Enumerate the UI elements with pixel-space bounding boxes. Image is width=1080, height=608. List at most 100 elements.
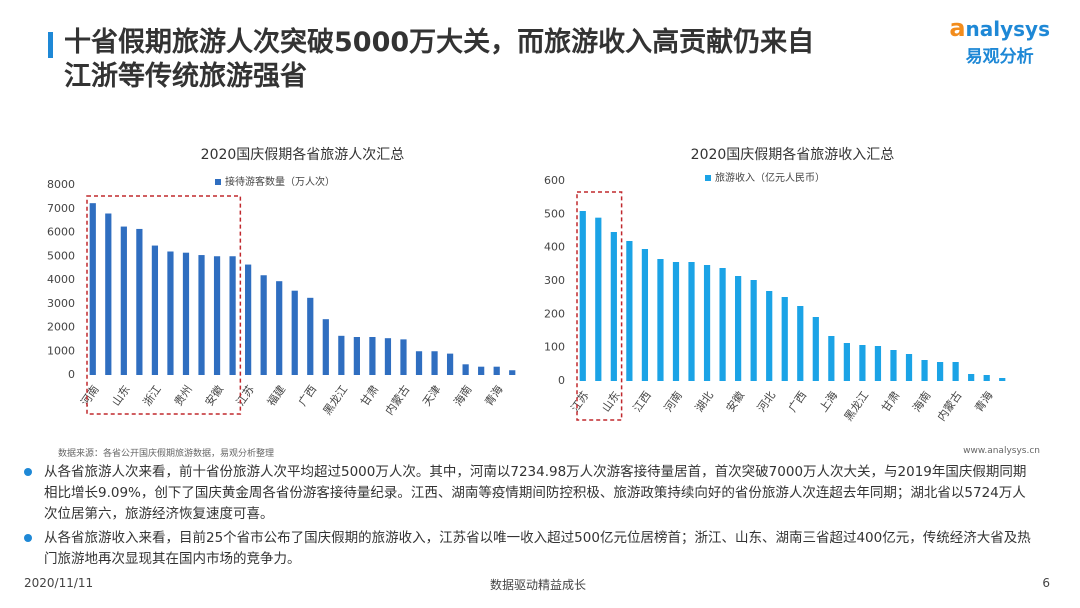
x-tick-label: 海南 bbox=[909, 388, 933, 414]
bar bbox=[983, 375, 990, 381]
bar bbox=[353, 337, 360, 375]
highlight-box bbox=[86, 195, 242, 415]
bar bbox=[462, 364, 469, 375]
bar bbox=[843, 343, 850, 381]
bar bbox=[921, 360, 928, 381]
legend-label: 接待游客数量（万人次） bbox=[225, 175, 335, 188]
bar bbox=[688, 262, 695, 381]
bar bbox=[719, 268, 726, 381]
bar bbox=[610, 232, 617, 381]
source: 数据来源：各省公开国庆假期旅游数据，易观分析整理 bbox=[58, 449, 275, 459]
bullet: 从各省旅游收入来看，目前25个省市公布了国庆假期的旅游收入，江苏省以唯一收入超过… bbox=[24, 528, 1034, 570]
bar bbox=[874, 346, 882, 381]
bar bbox=[493, 366, 500, 375]
x-tick-label: 黑龙江 bbox=[321, 383, 351, 417]
bar bbox=[828, 336, 835, 381]
bar bbox=[384, 338, 392, 375]
bar bbox=[415, 351, 423, 375]
x-tick-label: 广西 bbox=[786, 389, 809, 414]
bar bbox=[781, 297, 788, 381]
bullet-text: 从各省旅游收入来看，目前25个省市公布了国庆假期的旅游收入，江苏省以唯一收入超过… bbox=[44, 530, 1031, 567]
x-tick-label: 内蒙古 bbox=[382, 382, 412, 417]
bar bbox=[291, 290, 298, 375]
bar bbox=[446, 353, 454, 375]
x-tick-label: 浙江 bbox=[141, 383, 164, 408]
x-tick-label: 山东 bbox=[599, 389, 622, 414]
slide-title: 十省假期旅游人次突破5000万大关，而旅游收入高贡献仍来自 江浙等传统旅游强省 bbox=[64, 26, 814, 94]
x-tick-label: 广西 bbox=[296, 383, 319, 408]
bar bbox=[229, 256, 236, 375]
y-tick-label: 0 bbox=[68, 368, 75, 381]
footer-slogan: 数据驱动精益成长 bbox=[490, 578, 587, 592]
bar bbox=[120, 226, 127, 375]
bar bbox=[89, 203, 96, 375]
bar bbox=[369, 337, 376, 375]
footer-date: 2020/11/11 bbox=[24, 576, 94, 590]
bar bbox=[595, 217, 602, 381]
bar bbox=[999, 378, 1006, 381]
y-tick-label: 500 bbox=[544, 207, 565, 220]
bar bbox=[890, 350, 897, 381]
bar bbox=[672, 262, 680, 381]
bar bbox=[968, 374, 975, 381]
bar bbox=[579, 211, 586, 381]
legend-label: 旅游收入（亿元人民币） bbox=[715, 171, 825, 184]
bar bbox=[105, 213, 112, 375]
bullet: 从各省旅游人次来看，前十省份旅游人次平均超过5000万人次。其中，河南以7234… bbox=[24, 462, 1034, 525]
x-tick-label: 天津 bbox=[420, 383, 443, 408]
title-line: 十省假期旅游人次突破5000万大关，而旅游收入高贡献仍来自 bbox=[64, 27, 815, 58]
x-tick-label: 江苏 bbox=[234, 383, 257, 408]
bar bbox=[766, 291, 773, 381]
x-tick-label: 黑龙江 bbox=[842, 389, 872, 423]
x-tick-label: 河南 bbox=[662, 389, 685, 414]
bar bbox=[735, 276, 742, 381]
legend-swatch bbox=[705, 175, 711, 181]
x-tick-label: 上海 bbox=[816, 388, 840, 414]
y-tick-label: 200 bbox=[544, 307, 565, 320]
y-tick-label: 6000 bbox=[47, 226, 75, 239]
x-tick-label: 河北 bbox=[755, 389, 778, 414]
bar bbox=[400, 339, 407, 375]
bar bbox=[276, 281, 283, 375]
x-tick-label: 青海 bbox=[972, 388, 996, 414]
x-tick-label: 山东 bbox=[109, 383, 132, 408]
y-tick-label: 4000 bbox=[47, 273, 75, 286]
chart-title: 2020国庆假期各省旅游收入汇总 bbox=[691, 147, 895, 163]
bar bbox=[338, 335, 345, 375]
logo-text: nalysys bbox=[965, 17, 1050, 41]
chart-title: 2020国庆假期各省旅游人次汇总 bbox=[201, 147, 405, 163]
bar bbox=[167, 251, 174, 375]
bar bbox=[151, 245, 159, 375]
page-number: 6 bbox=[1042, 576, 1050, 590]
bar bbox=[245, 264, 252, 375]
x-tick-label: 江苏 bbox=[568, 389, 591, 414]
y-tick-label: 1000 bbox=[47, 344, 75, 357]
highlight-box bbox=[576, 191, 623, 421]
bar bbox=[307, 297, 314, 375]
bar bbox=[750, 280, 757, 381]
bar bbox=[812, 317, 819, 381]
x-tick-label: 海南 bbox=[450, 382, 474, 408]
bar bbox=[509, 370, 516, 375]
website: www.analysys.cn bbox=[963, 446, 1040, 456]
bar bbox=[657, 259, 664, 381]
y-tick-label: 3000 bbox=[47, 297, 75, 310]
y-tick-label: 400 bbox=[544, 241, 565, 254]
y-tick-label: 300 bbox=[544, 274, 565, 287]
bar bbox=[182, 252, 190, 375]
title-line: 江浙等传统旅游强省 bbox=[64, 61, 307, 92]
bar bbox=[905, 354, 913, 381]
charts: 2020国庆假期各省旅游人次汇总接待游客数量（万人次）0100020003000… bbox=[47, 147, 1006, 423]
y-tick-label: 5000 bbox=[47, 249, 75, 262]
x-tick-label: 安徽 bbox=[202, 382, 226, 408]
y-tick-label: 8000 bbox=[47, 178, 75, 191]
x-tick-label: 甘肃 bbox=[879, 389, 902, 414]
y-tick-label: 600 bbox=[544, 174, 565, 187]
bar bbox=[952, 362, 959, 381]
x-tick-label: 江西 bbox=[631, 389, 654, 414]
x-tick-label: 湖北 bbox=[693, 389, 716, 414]
bullet-dot bbox=[24, 468, 32, 476]
x-tick-label: 内蒙古 bbox=[934, 388, 964, 423]
legend-swatch bbox=[215, 179, 221, 185]
